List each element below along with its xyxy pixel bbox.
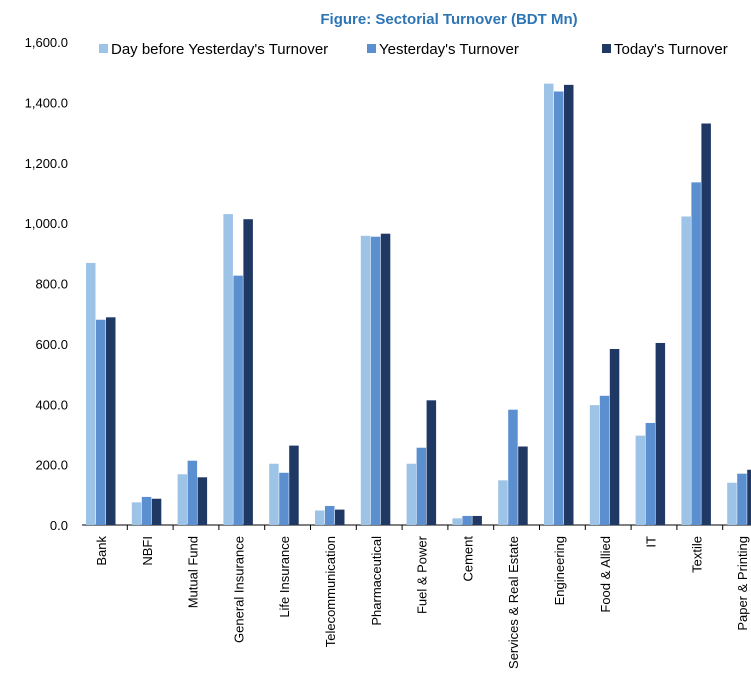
y-tick-label: 1,400.0	[25, 95, 68, 110]
bar	[269, 463, 279, 525]
bar	[380, 233, 391, 526]
y-tick-label: 1,000.0	[25, 216, 68, 231]
x-tick-label: Telecommunication	[323, 536, 338, 647]
bar	[233, 275, 243, 525]
y-axis: 0.0 200.0 400.0 600.0 800.0 1,000.0 1,200.0 1,4…	[25, 35, 751, 533]
bar	[452, 518, 462, 525]
bar	[737, 473, 747, 525]
x-tick-label: Mutual Fund	[186, 536, 201, 608]
bar	[645, 422, 656, 525]
bar	[315, 510, 325, 525]
bar	[141, 496, 152, 525]
x-tick-label: Fuel & Power	[415, 535, 430, 614]
y-tick-label: 800.0	[35, 277, 68, 292]
bar	[223, 214, 233, 525]
y-tick-label: 400.0	[35, 397, 68, 412]
y-tick-label: 0.0	[50, 518, 68, 533]
bar	[554, 91, 564, 525]
bar	[472, 515, 482, 525]
bar	[279, 472, 289, 525]
bar	[243, 219, 253, 525]
legend-label: Yesterday's Turnover	[379, 41, 519, 58]
bar	[508, 409, 518, 525]
y-tick-label: 600.0	[35, 337, 68, 352]
x-tick-label: Paper & Printing	[735, 536, 750, 631]
bar	[544, 83, 554, 525]
legend: Day before Yesterday's Turnover Yesterday…	[99, 41, 728, 58]
bar	[289, 445, 299, 525]
bar	[131, 502, 142, 525]
legend-swatch	[367, 44, 376, 53]
x-tick-label: General Insurance	[231, 536, 246, 643]
bar	[86, 262, 96, 525]
x-tick-label: Engineering	[552, 536, 567, 605]
x-tick-label: IT	[644, 536, 659, 548]
bar	[498, 480, 508, 525]
bar	[197, 477, 208, 525]
bars	[86, 83, 751, 526]
legend-swatch	[99, 44, 108, 53]
bar	[727, 482, 737, 525]
bar	[599, 395, 610, 525]
bar	[406, 463, 417, 525]
legend-swatch	[602, 44, 611, 53]
x-tick-label: Cement	[460, 536, 475, 582]
x-tick-label: Food & Allied	[598, 536, 613, 613]
bar	[564, 84, 574, 526]
bar	[96, 319, 106, 525]
bar	[106, 317, 116, 525]
bar	[462, 515, 472, 525]
legend-label: Day before Yesterday's Turnover	[111, 41, 328, 58]
x-tick-label: NBFI	[140, 536, 155, 566]
x-tick-label: Life Insurance	[277, 536, 292, 618]
bar	[187, 460, 198, 525]
y-tick-label: 200.0	[35, 458, 68, 473]
bar	[335, 509, 345, 525]
bar	[518, 446, 528, 525]
bar	[151, 498, 162, 525]
bar	[747, 469, 751, 525]
bar	[370, 236, 381, 525]
x-tick-label: Services & Real Estate	[506, 536, 521, 669]
bar	[426, 400, 437, 525]
bar	[416, 447, 427, 525]
bar	[325, 505, 335, 525]
y-tick-label: 1,200.0	[25, 156, 68, 171]
bar	[360, 235, 371, 525]
bar	[589, 405, 600, 525]
bar	[609, 349, 620, 525]
bar	[635, 435, 646, 525]
chart-title: Figure: Sectorial Turnover (BDT Mn)	[320, 11, 577, 28]
bar	[691, 182, 701, 525]
bar	[681, 216, 691, 525]
x-axis: Bank NBFI Mutual Fund General Insurance Life…	[94, 525, 750, 669]
y-tick-label: 1,600.0	[25, 35, 68, 50]
x-tick-label: Textile	[689, 536, 704, 573]
bar	[177, 474, 188, 525]
legend-label: Today's Turnover	[614, 41, 728, 58]
x-tick-label: Pharmaceutical	[369, 536, 384, 626]
x-tick-label: Bank	[94, 536, 109, 566]
bar	[701, 123, 711, 525]
bar	[655, 342, 666, 525]
